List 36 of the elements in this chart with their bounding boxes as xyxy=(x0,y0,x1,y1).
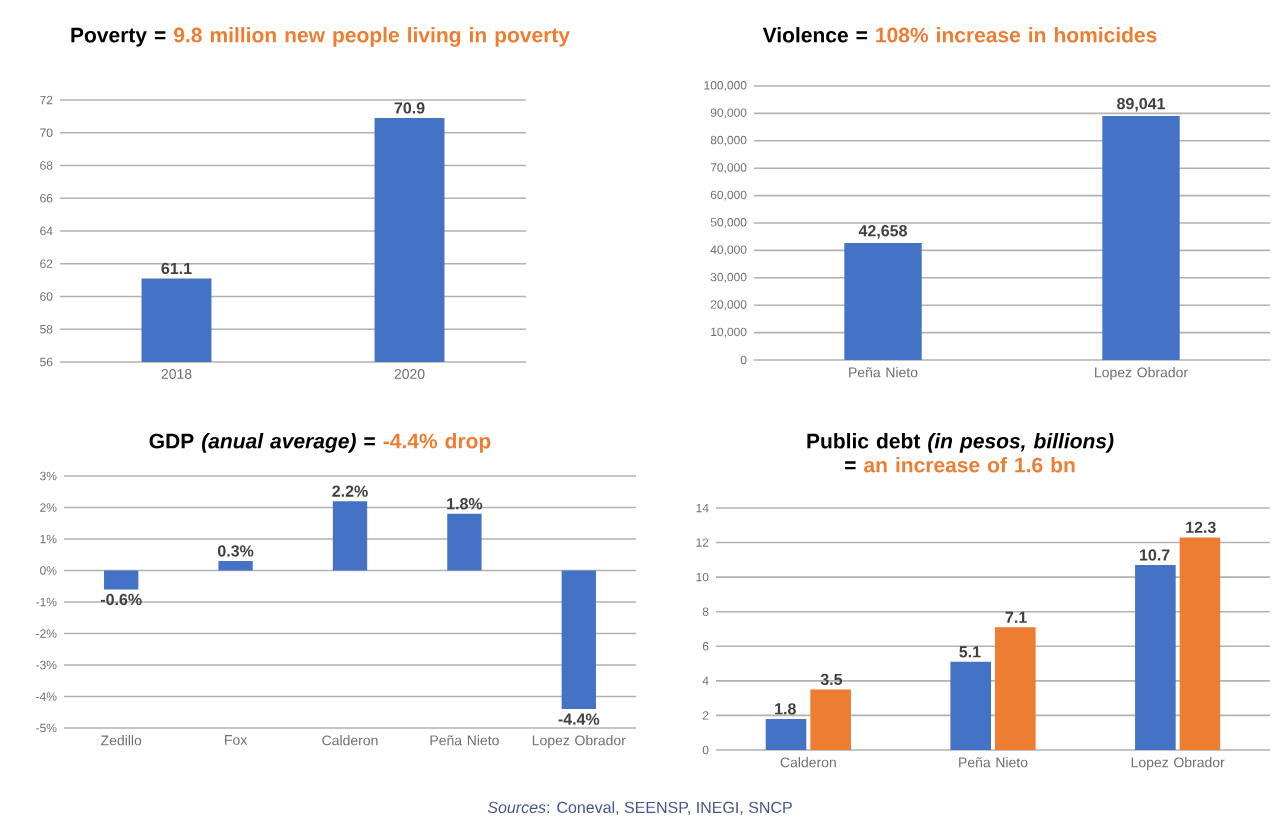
bar xyxy=(950,661,992,750)
chart-subtitle: 9.8 million new people living in poverty xyxy=(174,27,570,47)
data-label: 12.3 xyxy=(1186,521,1216,533)
bar xyxy=(561,570,596,710)
data-label: 7.1 xyxy=(1005,611,1027,623)
data-label: -0.6% xyxy=(100,593,142,606)
bar xyxy=(104,570,139,590)
chart-subtitle: -4.4% drop xyxy=(383,433,491,453)
data-label: 2.2% xyxy=(332,485,368,497)
data-label: 89,041 xyxy=(1117,97,1166,112)
data-label: 0.3% xyxy=(217,545,254,557)
chart-subtitle: an increase of 1.6 bn xyxy=(864,457,1075,473)
chart-title: = xyxy=(845,461,856,470)
data-label: 61.1 xyxy=(161,262,192,275)
bar xyxy=(447,513,482,571)
data-label: 5.1 xyxy=(959,646,981,658)
bar xyxy=(810,689,851,750)
chart-title: Public debt (in pesos, billions) xyxy=(807,433,1114,453)
data-label: 70.9 xyxy=(394,102,425,114)
text: Sources: Coneval, SEENSP, INEGI, SNCP xyxy=(487,801,792,815)
bar xyxy=(218,561,253,571)
data-label: 1.8 xyxy=(775,703,796,715)
data-label: 42,658 xyxy=(858,225,907,239)
bar xyxy=(765,718,807,750)
data-label: -4.4% xyxy=(558,713,600,725)
data-label: 1.8% xyxy=(447,498,483,510)
chart-title: GDP (anual average) = xyxy=(149,433,375,453)
bar xyxy=(1179,537,1221,750)
chart-title: Poverty = xyxy=(71,27,166,47)
data-label: 3.5 xyxy=(820,673,843,686)
data-label: 10.7 xyxy=(1140,549,1170,561)
bar xyxy=(995,627,1036,750)
bar xyxy=(332,501,368,571)
chart-subtitle: 108% increase in homicides xyxy=(876,27,1157,43)
chart-title: Violence = xyxy=(762,27,868,43)
bar xyxy=(1135,565,1176,750)
